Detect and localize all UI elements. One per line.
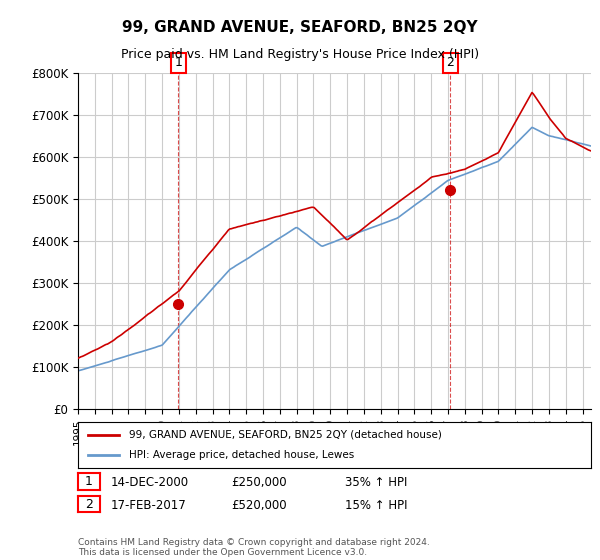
Text: Contains HM Land Registry data © Crown copyright and database right 2024.
This d: Contains HM Land Registry data © Crown c… [78, 538, 430, 557]
Text: 35% ↑ HPI: 35% ↑ HPI [345, 476, 407, 489]
Text: 1: 1 [85, 475, 93, 488]
Text: £520,000: £520,000 [231, 498, 287, 512]
Text: 2: 2 [446, 57, 454, 69]
Text: 15% ↑ HPI: 15% ↑ HPI [345, 498, 407, 512]
Text: HPI: Average price, detached house, Lewes: HPI: Average price, detached house, Lewe… [130, 450, 355, 460]
Text: Price paid vs. HM Land Registry's House Price Index (HPI): Price paid vs. HM Land Registry's House … [121, 48, 479, 60]
Text: 99, GRAND AVENUE, SEAFORD, BN25 2QY (detached house): 99, GRAND AVENUE, SEAFORD, BN25 2QY (det… [130, 430, 442, 440]
Text: 1: 1 [175, 57, 182, 69]
Text: 17-FEB-2017: 17-FEB-2017 [111, 498, 187, 512]
Text: 99, GRAND AVENUE, SEAFORD, BN25 2QY: 99, GRAND AVENUE, SEAFORD, BN25 2QY [122, 20, 478, 35]
Text: 2: 2 [85, 497, 93, 511]
Text: £250,000: £250,000 [231, 476, 287, 489]
Text: 14-DEC-2000: 14-DEC-2000 [111, 476, 189, 489]
